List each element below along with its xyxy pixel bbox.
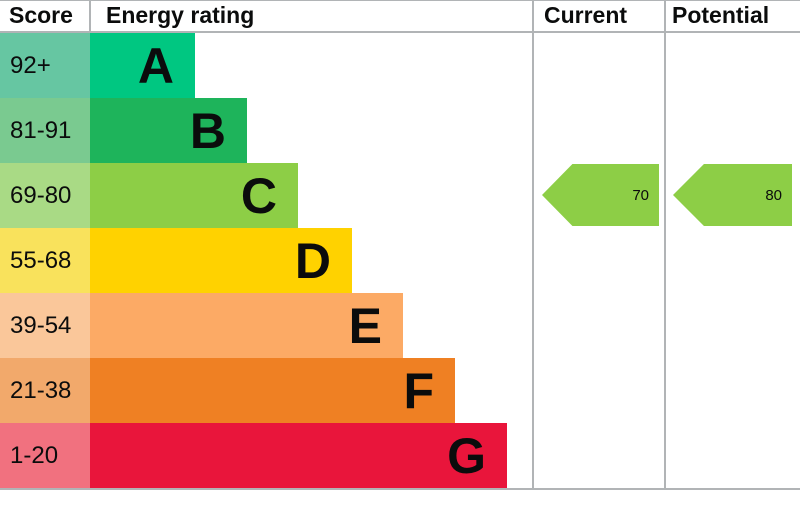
band-score-cell: 1-20 xyxy=(0,423,90,488)
band-bar: B xyxy=(90,98,247,163)
band-letter: G xyxy=(447,427,486,484)
potential-rating-value: 80 xyxy=(765,186,782,204)
bottom-border-line xyxy=(0,488,800,490)
band-bar: E xyxy=(90,293,403,358)
band-score-label: 1-20 xyxy=(10,441,59,469)
band-row: 69-80 C xyxy=(0,163,507,228)
band-score-label: 55-68 xyxy=(10,246,72,274)
band-letter: C xyxy=(240,167,277,224)
header-divider-line xyxy=(0,31,800,33)
band-bar: A xyxy=(90,33,195,98)
band-row: 39-54 E xyxy=(0,293,507,358)
band-score-label: 21-38 xyxy=(10,376,72,404)
band-score-cell: 21-38 xyxy=(0,358,90,423)
band-bar: C xyxy=(90,163,298,228)
band-score-label: 81-91 xyxy=(10,116,72,144)
band-score-label: 69-80 xyxy=(10,181,72,209)
potential-column-header: Potential xyxy=(672,2,770,28)
band-score-cell: 39-54 xyxy=(0,293,90,358)
current-column-header: Current xyxy=(544,2,628,28)
current-rating-arrow: 70 xyxy=(542,164,659,226)
band-score-cell: 92+ xyxy=(0,33,90,98)
band-bar: D xyxy=(90,228,352,293)
band-score-cell: 81-91 xyxy=(0,98,90,163)
table-header: Score Energy rating Current Potential xyxy=(0,0,800,31)
band-score-cell: 55-68 xyxy=(0,228,90,293)
energy-rating-column-header: Energy rating xyxy=(106,2,255,28)
band-row: 21-38 F xyxy=(0,358,507,423)
band-letter: B xyxy=(189,102,226,159)
band-score-label: 92+ xyxy=(10,51,51,79)
band-score-label: 39-54 xyxy=(10,311,72,339)
band-score-cell: 69-80 xyxy=(0,163,90,228)
current-column-divider xyxy=(532,0,534,489)
band-row: 1-20 G xyxy=(0,423,507,488)
band-row: 81-91 B xyxy=(0,98,507,163)
band-letter: A xyxy=(137,37,174,94)
band-bar: G xyxy=(90,423,507,488)
band-letter: D xyxy=(294,232,331,289)
potential-column-divider xyxy=(664,0,666,489)
potential-rating-arrow: 80 xyxy=(673,164,792,226)
top-border-line xyxy=(0,0,800,1)
band-letter: F xyxy=(403,362,434,419)
band-bar: F xyxy=(90,358,455,423)
score-column-header: Score xyxy=(9,2,73,28)
band-letter: E xyxy=(348,297,382,354)
current-rating-value: 70 xyxy=(632,186,649,204)
bands: 92+ A 81-91 B 69-80 C 55-68 D 39-54 E xyxy=(0,33,507,488)
band-row: 92+ A xyxy=(0,33,507,98)
band-row: 55-68 D xyxy=(0,228,507,293)
